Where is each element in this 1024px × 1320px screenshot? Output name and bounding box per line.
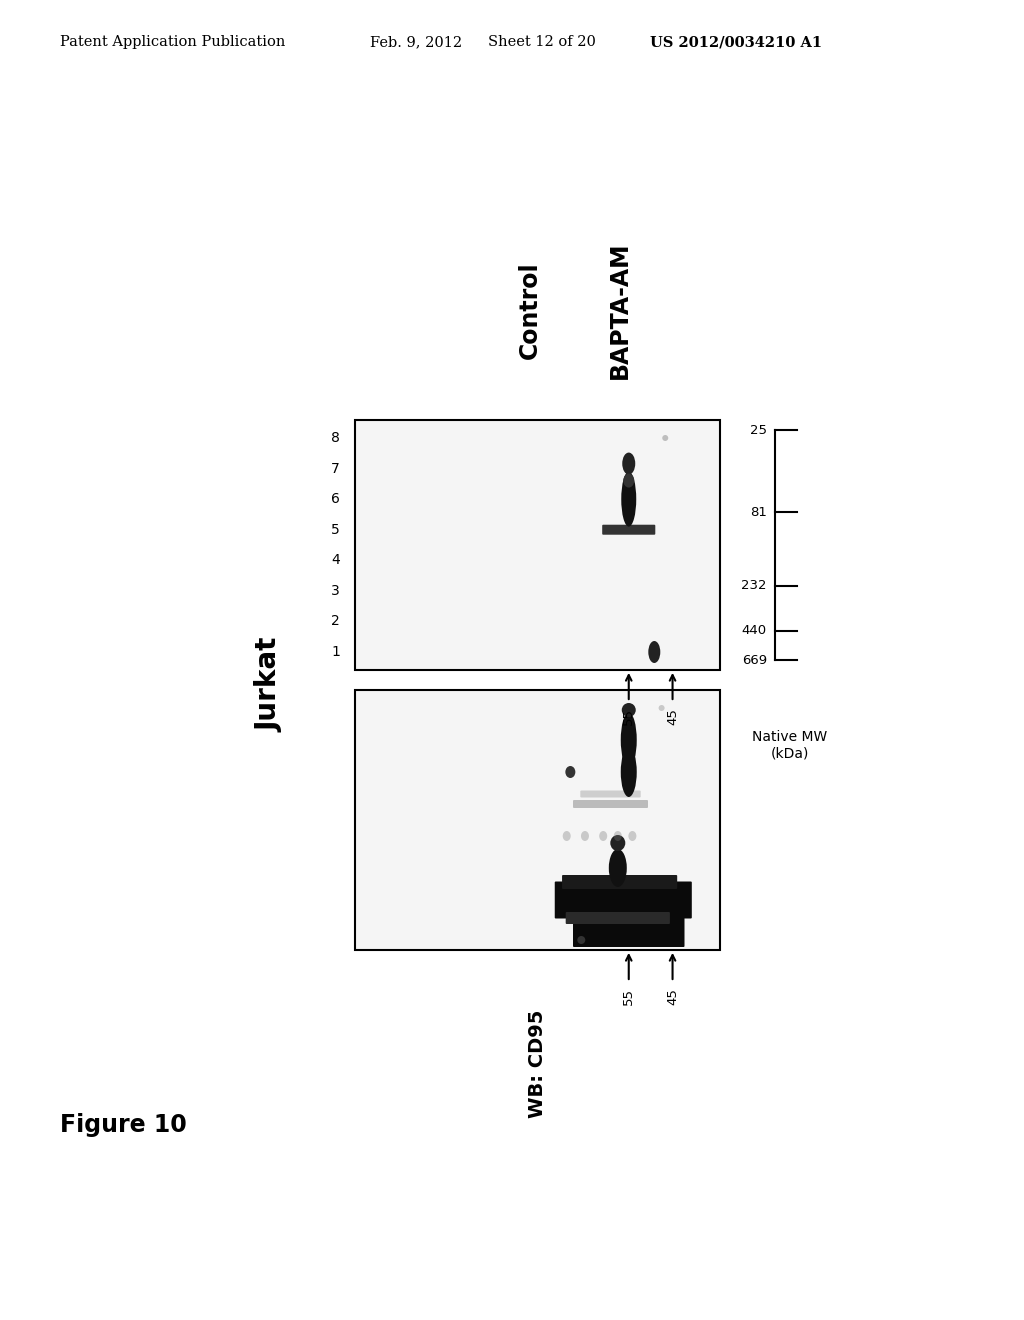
Text: WB: CD95: WB: CD95 [528,1010,547,1118]
Text: Feb. 9, 2012: Feb. 9, 2012 [370,36,462,49]
Text: 5: 5 [331,523,340,537]
Text: 55: 55 [623,708,635,725]
Text: 45: 45 [666,708,679,725]
Ellipse shape [589,916,596,924]
Text: 7: 7 [331,462,340,475]
Ellipse shape [663,436,669,441]
Text: 1: 1 [331,645,340,659]
Ellipse shape [622,471,636,527]
Text: 4: 4 [331,553,340,568]
Text: 3: 3 [331,583,340,598]
Text: 55: 55 [623,987,635,1005]
Text: Patent Application Publication: Patent Application Publication [60,36,286,49]
Text: 45: 45 [666,987,679,1005]
Ellipse shape [565,766,575,777]
FancyBboxPatch shape [581,791,641,797]
Ellipse shape [629,832,636,841]
Ellipse shape [621,713,637,767]
Text: US 2012/0034210 A1: US 2012/0034210 A1 [650,36,822,49]
Bar [355,690,720,950]
FancyBboxPatch shape [555,882,692,919]
Ellipse shape [581,832,589,841]
Ellipse shape [621,747,637,797]
Text: 440: 440 [741,624,767,638]
Ellipse shape [648,642,660,663]
Text: Sheet 12 of 20: Sheet 12 of 20 [488,36,596,49]
Ellipse shape [624,474,634,487]
Text: 2: 2 [331,614,340,628]
Text: 81: 81 [751,506,767,519]
Text: Native MW
(kDa): Native MW (kDa) [753,730,827,760]
Ellipse shape [622,704,636,717]
Ellipse shape [578,936,586,944]
FancyBboxPatch shape [573,800,648,808]
Text: Control: Control [518,261,542,359]
Text: 669: 669 [741,653,767,667]
Ellipse shape [610,836,626,851]
Text: 6: 6 [331,492,340,506]
Ellipse shape [609,849,627,887]
Ellipse shape [613,832,622,841]
Text: 25: 25 [750,424,767,437]
FancyBboxPatch shape [573,917,684,946]
Ellipse shape [623,453,635,475]
Text: 8: 8 [331,432,340,445]
Text: BAPTA-AM: BAPTA-AM [608,242,632,379]
Text: 232: 232 [741,579,767,593]
Ellipse shape [658,705,665,711]
FancyBboxPatch shape [565,912,670,924]
Text: Jurkat: Jurkat [256,638,284,733]
Ellipse shape [563,832,570,841]
Bar [355,420,720,671]
FancyBboxPatch shape [602,525,655,535]
Text: Figure 10: Figure 10 [60,1113,186,1137]
Ellipse shape [599,832,607,841]
FancyBboxPatch shape [562,875,677,888]
